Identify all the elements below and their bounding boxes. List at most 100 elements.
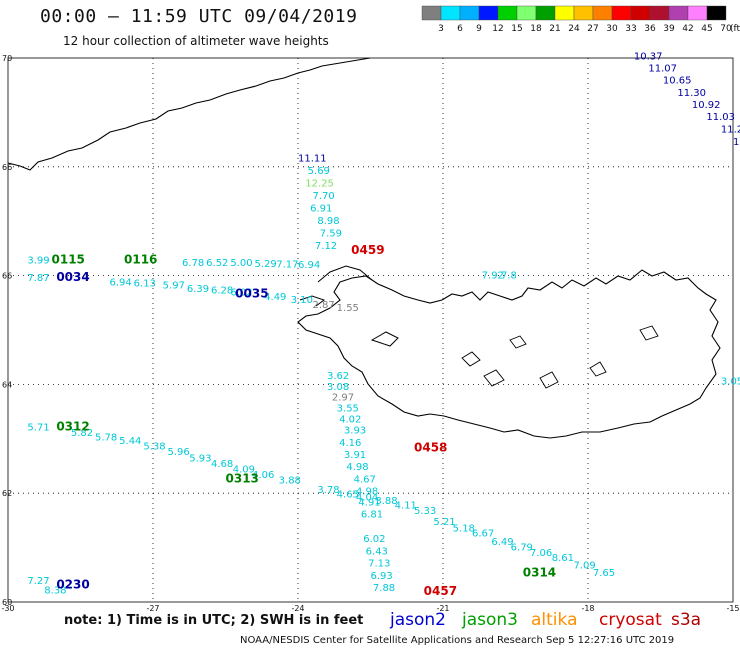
lon-label: -21 bbox=[436, 604, 449, 613]
wave-height-value: 6.49 bbox=[491, 537, 513, 548]
legend-tick: 33 bbox=[625, 24, 636, 34]
wave-height-value: 6.13 bbox=[134, 278, 156, 289]
wave-height-value: 3.93 bbox=[344, 425, 366, 436]
wave-height-value: 6.28 bbox=[211, 286, 233, 297]
lat-label: 66 bbox=[2, 163, 12, 172]
legend-tick: 9 bbox=[476, 24, 482, 34]
pass-time-label: 0035 bbox=[235, 286, 268, 300]
pass-time-label: 0314 bbox=[523, 565, 556, 579]
map-frame bbox=[7, 57, 734, 603]
wave-height-value: 7.8 bbox=[501, 270, 517, 281]
legend-swatch bbox=[478, 5, 499, 21]
wave-height-value: 11.23 bbox=[721, 125, 740, 136]
mission-jason2: jason2 bbox=[390, 610, 446, 630]
legend-tick: 45 bbox=[701, 24, 712, 34]
legend-tick: 18 bbox=[530, 24, 542, 34]
wave-height-value: 7.27 bbox=[27, 576, 49, 587]
lon-label: -18 bbox=[581, 604, 594, 613]
wave-height-value: 7.12 bbox=[315, 241, 337, 252]
wave-height-value: 5.97 bbox=[163, 281, 185, 292]
pass-time-label: 0116 bbox=[124, 253, 157, 267]
wave-height-value: 3.88 bbox=[375, 496, 397, 507]
wave-height-value: 3.88 bbox=[279, 475, 301, 486]
pass-time-label: 0312 bbox=[56, 420, 89, 434]
lat-label: 70 bbox=[2, 54, 12, 63]
legend-tick: 15 bbox=[511, 24, 522, 34]
wave-height-value: 4.68 bbox=[211, 459, 233, 470]
footer-note: note: 1) Time is in UTC; 2) SWH is in fe… bbox=[64, 613, 364, 628]
legend-tick: 24 bbox=[568, 24, 580, 34]
wave-height-value: 7.65 bbox=[593, 568, 615, 579]
wave-height-value: 5.44 bbox=[119, 436, 141, 447]
wave-height-value: 6.39 bbox=[187, 284, 209, 295]
wave-height-value: 6.43 bbox=[366, 547, 388, 558]
pass-time-label: 0115 bbox=[52, 253, 85, 267]
wave-height-value: 5.00 bbox=[230, 258, 252, 269]
wave-height-value: 4.11 bbox=[395, 500, 417, 511]
wave-height-value: 3.05 bbox=[721, 376, 740, 387]
coastline bbox=[7, 57, 721, 439]
wave-height-value: 4.16 bbox=[339, 438, 361, 449]
wave-height-value: 4.04 bbox=[356, 492, 378, 503]
footer-credit: NOAA/NESDIS Center for Satellite Applica… bbox=[240, 635, 675, 646]
wave-height-value: 7.59 bbox=[320, 228, 342, 239]
pass-time-label: 0313 bbox=[226, 471, 259, 485]
wave-height-value: 7.09 bbox=[574, 560, 596, 571]
legend-swatch bbox=[668, 5, 689, 21]
wave-height-value: 5.21 bbox=[433, 517, 455, 528]
legend-unit: (ft) bbox=[730, 24, 740, 34]
wave-height-value: 5.82 bbox=[71, 428, 93, 439]
wave-height-value: 5.78 bbox=[95, 432, 117, 443]
wave-height-value: 4.02 bbox=[339, 414, 361, 425]
wave-height-value: 4.06 bbox=[252, 470, 274, 481]
legend-tick: 70 bbox=[720, 24, 732, 34]
pass-time-label: 0458 bbox=[414, 440, 447, 454]
wave-height-value: 5.29 bbox=[255, 259, 277, 270]
lat-label: 64 bbox=[2, 380, 12, 389]
mission-altika: altika bbox=[531, 610, 578, 630]
lat-label: 60 bbox=[2, 598, 12, 607]
lon-label: -27 bbox=[146, 604, 159, 613]
legend-tick: 6 bbox=[457, 24, 463, 34]
legend-tick: 3 bbox=[438, 24, 444, 34]
wave-height-value: 5.96 bbox=[168, 447, 190, 458]
legend-tick: 12 bbox=[492, 24, 503, 34]
lat-label: 62 bbox=[2, 489, 12, 498]
wave-height-value: 6.02 bbox=[363, 534, 385, 545]
wave-height-value: 6.67 bbox=[472, 529, 494, 540]
lon-label: -24 bbox=[291, 604, 304, 613]
wave-height-value: 5.93 bbox=[189, 454, 211, 465]
wave-height-value: 12.25 bbox=[305, 178, 334, 189]
mission-s3a: s3a bbox=[671, 610, 702, 630]
legend-swatch bbox=[459, 5, 480, 21]
wave-height-value: 6.02 bbox=[230, 288, 252, 299]
pass-time-label: 0459 bbox=[351, 243, 384, 257]
legend-swatch bbox=[573, 5, 594, 21]
wave-height-value: 8.38 bbox=[44, 585, 66, 596]
wave-height-value: 4.67 bbox=[354, 474, 376, 485]
legend-swatch bbox=[516, 5, 537, 21]
graticule: 70 66 66 64 62 60-30 -27 -24 -21 -18 -15 bbox=[1, 54, 739, 613]
wave-height-value: 4.91 bbox=[358, 498, 380, 509]
legend-swatch bbox=[592, 5, 613, 21]
wave-height-value: 3.62 bbox=[327, 371, 349, 382]
lon-label: -30 bbox=[1, 604, 14, 613]
legend-tick: 21 bbox=[549, 24, 560, 34]
wave-height-value: 6.81 bbox=[361, 510, 383, 521]
pass-time-label: 0034 bbox=[56, 270, 89, 284]
map-subtitle: 12 hour collection of altimeter wave hei… bbox=[63, 34, 329, 48]
legend-tick: 36 bbox=[644, 24, 656, 34]
wave-height-value: 10.65 bbox=[663, 76, 692, 87]
wave-height-value: 7.17 bbox=[276, 259, 298, 270]
legend-swatch bbox=[630, 5, 651, 21]
legend-swatch bbox=[687, 5, 708, 21]
greenland-coast bbox=[7, 57, 371, 171]
wave-height-value: 7.92 bbox=[482, 270, 504, 281]
wave-height-value: 3.55 bbox=[337, 404, 359, 415]
wave-height-value: 6.52 bbox=[206, 258, 228, 269]
legend-swatch bbox=[554, 5, 575, 21]
wave-height-value: 11.30 bbox=[677, 88, 706, 99]
wave-height-value: 3.91 bbox=[344, 450, 366, 461]
